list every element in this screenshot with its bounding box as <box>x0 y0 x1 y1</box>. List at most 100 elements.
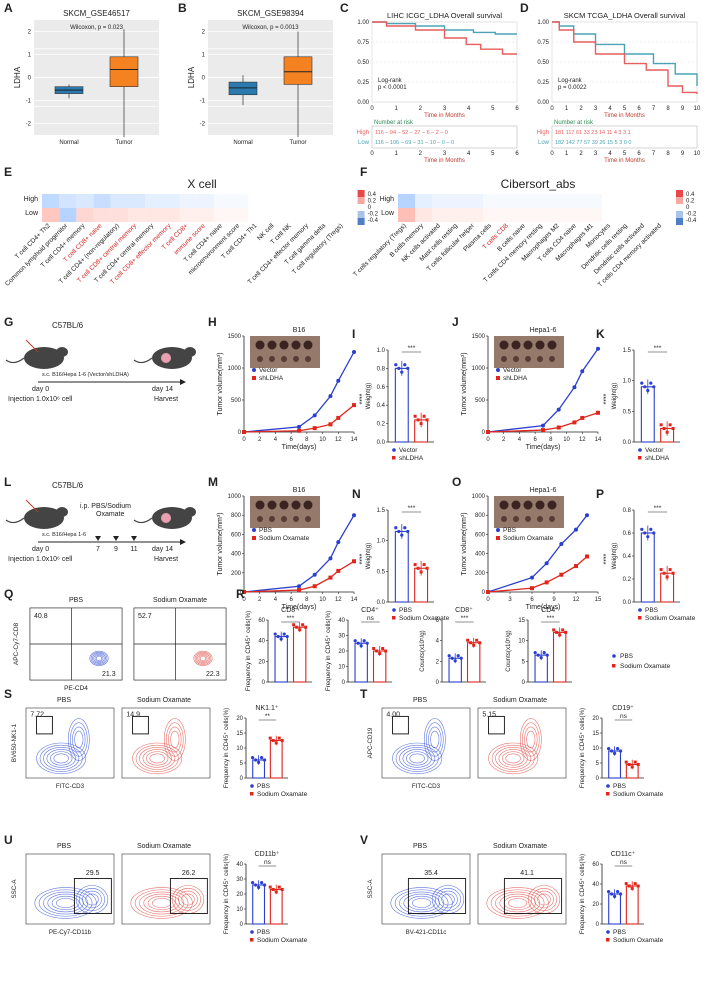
contour <box>50 751 73 766</box>
data-dot <box>640 527 644 531</box>
injection-note: s.c. B16/Hepa 1-6 <box>42 532 86 538</box>
bar-0 <box>252 884 266 925</box>
treatment-label: i.p. PBS/Sodium <box>80 503 131 510</box>
contour <box>43 891 89 915</box>
legend-marker <box>638 448 642 452</box>
heat-cell <box>602 208 619 222</box>
heat-cell <box>231 194 249 208</box>
heat-cell <box>300 208 318 222</box>
data-point <box>486 430 490 434</box>
data-dot <box>613 894 617 899</box>
contour <box>178 890 198 909</box>
data-point <box>328 575 333 580</box>
bar-0 <box>274 635 288 683</box>
legend-label: PBS <box>613 783 627 790</box>
tumor-sample <box>269 516 275 522</box>
heat-cell <box>483 208 500 222</box>
bar-1 <box>552 631 567 683</box>
contour <box>46 749 76 768</box>
y-tick-label: 0.5 <box>623 409 632 415</box>
contour <box>537 893 551 906</box>
y-tick-label: 0.00 <box>537 100 549 106</box>
contour <box>43 747 80 770</box>
data-dot <box>619 892 623 896</box>
panel-letter-G: G <box>4 315 13 329</box>
panel-letter-P: P <box>596 487 604 501</box>
y-tick-label: 200 <box>475 571 486 577</box>
y-tick-label: 40 <box>236 862 243 868</box>
gate-value: 29.5 <box>86 870 100 877</box>
legend-label: 0.4 <box>686 192 695 198</box>
day0-label: day 0 <box>32 546 49 553</box>
heat-cell <box>449 208 466 222</box>
legend-marker <box>496 528 500 532</box>
y-tick-label: 1.00 <box>357 20 369 26</box>
y-axis-label: Frequency in CD45⁺ cells(%) <box>579 708 586 788</box>
x-tick-label: 0 <box>370 151 374 157</box>
data-dot <box>533 651 537 655</box>
heat-cell <box>551 208 568 222</box>
y-tick-label: 800 <box>475 513 486 519</box>
data-dot <box>555 630 559 634</box>
data-dot <box>613 751 617 756</box>
heat-cell <box>398 194 415 208</box>
legend-marker <box>638 616 642 620</box>
bar-0 <box>640 532 655 603</box>
x-axis-label: Time(days) <box>526 444 561 451</box>
y-tick-label: 0.2 <box>377 422 386 428</box>
data-point <box>336 415 341 420</box>
condition-label: Sodium Oxamate <box>153 597 207 604</box>
x-tick-label: 6 <box>533 437 537 443</box>
y-tick-label: -1 <box>26 99 32 105</box>
panel-letter-T: T <box>360 687 368 701</box>
box-normal <box>228 81 258 96</box>
bar-1 <box>269 739 283 779</box>
tumor-sample <box>525 356 531 362</box>
data-dot <box>649 381 653 385</box>
contour <box>132 742 183 775</box>
risk-table-frame <box>551 125 698 149</box>
x-tick-label: 15 <box>595 597 602 603</box>
legend-marker <box>250 784 254 788</box>
contour <box>495 891 541 915</box>
y-tick-label: 4 <box>436 639 440 645</box>
contour <box>135 744 179 772</box>
contour <box>34 887 97 919</box>
legend-swatch <box>676 218 683 225</box>
tumor-sample <box>293 356 299 362</box>
contour <box>168 726 182 753</box>
data-point <box>580 369 585 374</box>
data-dot <box>375 649 379 653</box>
y-axis-label: Weight(g) <box>611 383 618 410</box>
x-tick-label: 12 <box>335 437 342 443</box>
data-point <box>312 413 317 418</box>
legend-label: Sodium Oxamate <box>399 615 450 622</box>
heat-cell <box>334 194 352 208</box>
significance: ns <box>367 615 375 622</box>
data-dot <box>353 639 357 643</box>
legend-label: Sodium Oxamate <box>503 535 554 542</box>
y-axis-label: SSC-A <box>367 879 374 899</box>
panel-letter-A: A <box>4 1 13 15</box>
treatment-label: Oxamate <box>96 511 125 518</box>
data-dot <box>422 414 426 418</box>
significance: **** <box>599 554 606 565</box>
data-point <box>242 590 246 594</box>
legend-label: Sodium Oxamate <box>613 937 664 944</box>
panel-letter-F: F <box>360 165 367 179</box>
row-label-low: Low <box>381 210 395 217</box>
data-dot <box>263 758 267 762</box>
y-axis-label: SSC-A <box>11 879 18 899</box>
gate-value: 21.3 <box>102 671 116 678</box>
data-dot <box>640 381 644 385</box>
y-tick-label: 1.5 <box>377 508 386 514</box>
contour <box>130 887 193 919</box>
condition-label: PBS <box>69 597 83 604</box>
risk-label-high: High <box>537 130 549 136</box>
gate-box <box>132 715 149 735</box>
tumor-sample <box>549 516 555 522</box>
legend-marker <box>392 616 396 620</box>
significance: ns <box>620 859 628 866</box>
contour <box>486 887 549 919</box>
heat-cell <box>585 208 602 222</box>
